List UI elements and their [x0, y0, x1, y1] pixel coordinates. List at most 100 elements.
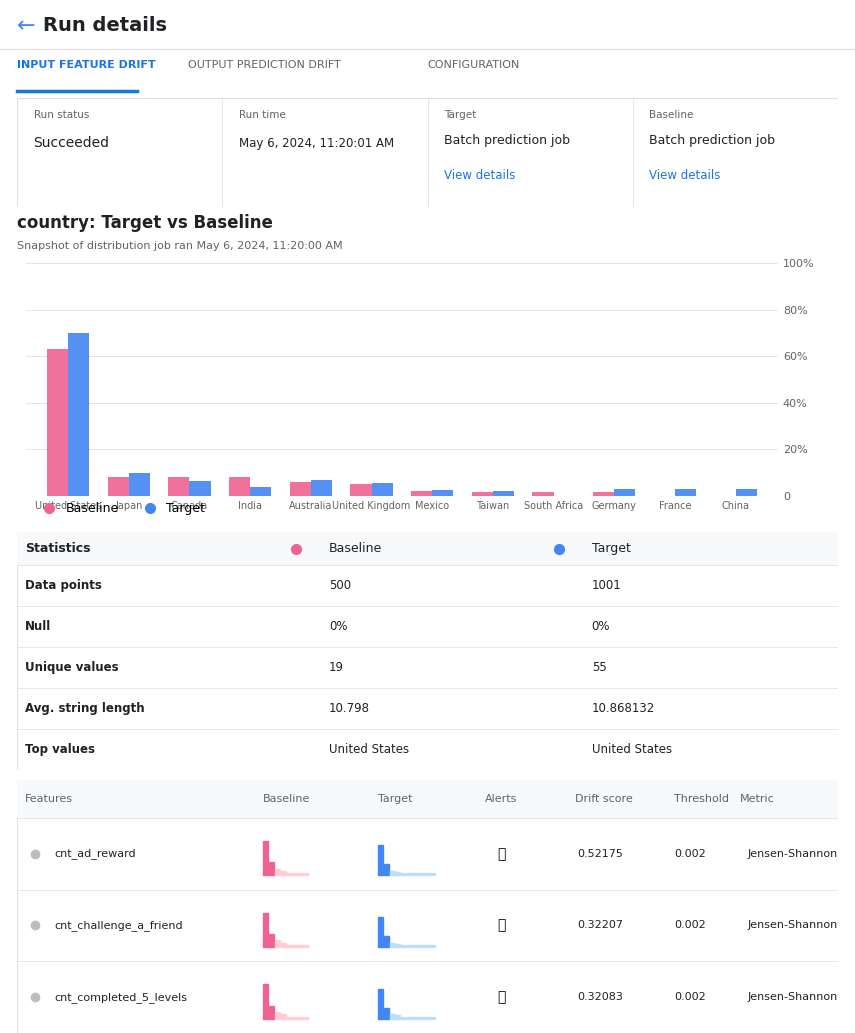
Bar — [675, 489, 696, 496]
Bar — [274, 940, 280, 947]
Bar — [533, 493, 553, 496]
Bar — [269, 934, 274, 947]
Bar — [280, 1014, 286, 1019]
Text: Top values: Top values — [26, 743, 95, 756]
Text: 🔔: 🔔 — [498, 847, 505, 860]
Bar — [401, 873, 406, 875]
Bar — [390, 871, 395, 875]
Text: Data points: Data points — [26, 580, 103, 592]
Text: 0%: 0% — [329, 620, 347, 633]
Text: 500: 500 — [329, 580, 351, 592]
Text: Unique values: Unique values — [26, 661, 119, 674]
Bar — [390, 943, 395, 947]
Text: country: Target vs Baseline: country: Target vs Baseline — [17, 214, 273, 231]
Text: INPUT FEATURE DRIFT: INPUT FEATURE DRIFT — [17, 60, 156, 70]
Bar — [378, 917, 383, 947]
Text: United States: United States — [329, 743, 410, 756]
Bar — [492, 492, 514, 496]
Text: 0.002: 0.002 — [675, 920, 706, 931]
Text: Baseline: Baseline — [263, 794, 310, 804]
Bar — [378, 845, 383, 875]
Bar — [311, 479, 332, 496]
Text: May 6, 2024, 11:20:01 AM: May 6, 2024, 11:20:01 AM — [239, 137, 394, 150]
Bar — [418, 1016, 423, 1019]
Text: Threshold: Threshold — [674, 794, 728, 804]
Text: 1001: 1001 — [592, 580, 622, 592]
Bar — [108, 477, 129, 496]
Bar — [424, 945, 429, 947]
Text: Features: Features — [26, 794, 74, 804]
Text: Null: Null — [26, 620, 51, 633]
Bar — [280, 943, 286, 947]
Bar — [304, 945, 309, 947]
Bar — [298, 1016, 303, 1019]
Text: Run status: Run status — [33, 109, 89, 120]
Bar — [292, 945, 297, 947]
Bar — [384, 1008, 389, 1019]
Bar — [407, 945, 412, 947]
Text: Target: Target — [378, 794, 413, 804]
Bar — [251, 487, 271, 496]
Text: Target: Target — [444, 109, 476, 120]
Text: United States: United States — [592, 743, 672, 756]
Text: 0.002: 0.002 — [675, 849, 706, 858]
Text: 0.32083: 0.32083 — [577, 992, 622, 1002]
Text: Batch prediction job: Batch prediction job — [649, 133, 775, 147]
Text: View details: View details — [444, 169, 516, 183]
Text: 55: 55 — [592, 661, 606, 674]
Text: cnt_ad_reward: cnt_ad_reward — [54, 848, 136, 859]
Bar — [292, 1016, 297, 1019]
Text: Metric: Metric — [740, 794, 774, 804]
Bar — [418, 945, 423, 947]
Bar — [274, 869, 280, 875]
Text: Snapshot of distribution job ran May 6, 2024, 11:20:00 AM: Snapshot of distribution job ran May 6, … — [17, 242, 343, 251]
Bar — [430, 945, 435, 947]
Bar — [269, 863, 274, 875]
Text: 10.798: 10.798 — [329, 701, 370, 715]
Bar — [424, 1016, 429, 1019]
Text: Baseline: Baseline — [649, 109, 693, 120]
Bar — [430, 873, 435, 875]
Bar — [47, 349, 68, 496]
Text: cnt_completed_5_levels: cnt_completed_5_levels — [54, 992, 187, 1003]
Bar — [263, 984, 268, 1019]
Text: 🔔: 🔔 — [498, 991, 505, 1004]
Bar — [432, 490, 453, 496]
Text: cnt_challenge_a_friend: cnt_challenge_a_friend — [54, 920, 183, 931]
Bar — [430, 1016, 435, 1019]
Bar — [413, 873, 417, 875]
Bar — [17, 532, 838, 565]
Text: 0.32207: 0.32207 — [577, 920, 623, 931]
Text: Avg. string length: Avg. string length — [26, 701, 145, 715]
Bar — [401, 945, 406, 947]
Bar — [168, 477, 190, 496]
Text: Jensen-Shannon: Jensen-Shannon — [747, 992, 838, 1002]
Text: Statistics: Statistics — [26, 542, 91, 555]
Text: Target: Target — [592, 542, 630, 555]
Bar — [384, 865, 389, 875]
Bar — [472, 493, 492, 496]
Bar — [384, 936, 389, 947]
Text: Run time: Run time — [239, 109, 286, 120]
Text: Baseline: Baseline — [329, 542, 382, 555]
Bar — [263, 841, 268, 875]
Bar — [424, 873, 429, 875]
Text: Run details: Run details — [43, 17, 167, 35]
Text: CONFIGURATION: CONFIGURATION — [428, 60, 520, 70]
Bar — [304, 1016, 309, 1019]
Bar — [407, 873, 412, 875]
Bar — [286, 945, 292, 947]
Bar — [372, 483, 392, 496]
Bar — [298, 945, 303, 947]
Bar — [286, 873, 292, 875]
Text: 0.52175: 0.52175 — [577, 849, 622, 858]
Bar — [263, 912, 268, 947]
Text: Drift score: Drift score — [575, 794, 633, 804]
Bar — [17, 780, 838, 818]
Text: 10.868132: 10.868132 — [592, 701, 655, 715]
Bar — [68, 333, 90, 496]
Text: Jensen-Shannon: Jensen-Shannon — [747, 849, 838, 858]
Text: Batch prediction job: Batch prediction job — [444, 133, 570, 147]
Bar — [229, 477, 251, 496]
Bar — [614, 489, 635, 496]
